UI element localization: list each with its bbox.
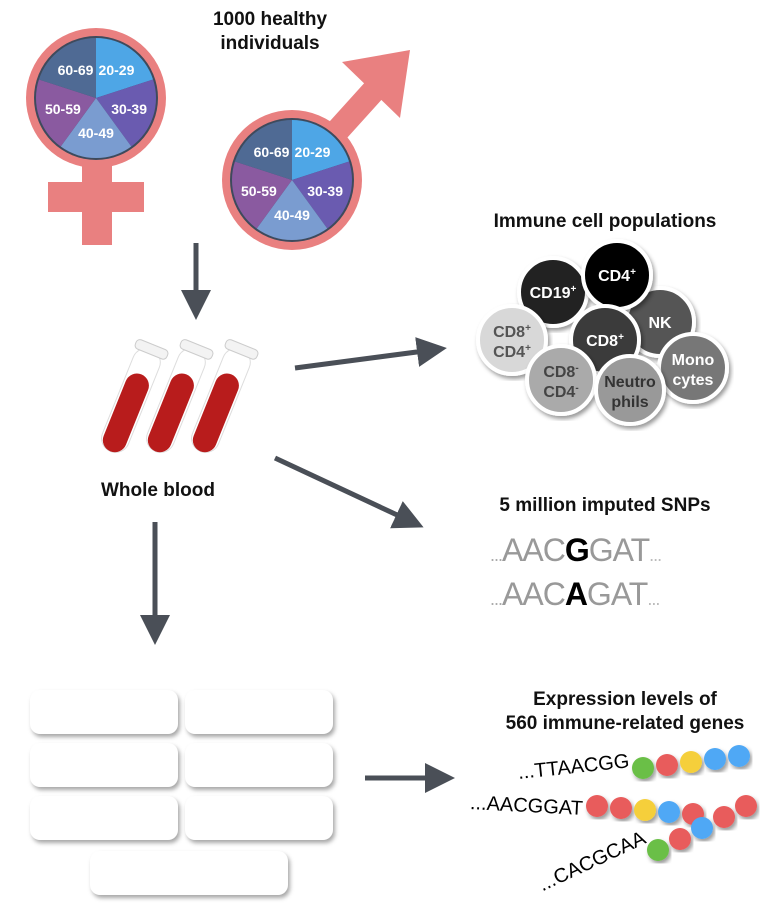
- age-label: 50-59: [45, 101, 81, 117]
- expression-bead: [658, 801, 680, 823]
- age-slice: [60, 98, 132, 159]
- ellipsis: ...: [490, 589, 503, 609]
- age-slice: [256, 180, 328, 241]
- age-slice: [96, 79, 156, 147]
- expression-bead: [610, 797, 632, 819]
- snp-seq-2: ...AACAGAT...: [490, 576, 660, 613]
- age-slice: [38, 38, 96, 98]
- expression-bead: [632, 757, 654, 779]
- snp-seq-1: ...AACGGAT...: [490, 532, 662, 569]
- expression-bead: [634, 799, 656, 821]
- snp-allele: A: [564, 576, 588, 612]
- whole-blood-label: Whole blood: [101, 480, 215, 501]
- cell-label: CD4+: [493, 343, 531, 361]
- cell-label: CD8+: [493, 323, 531, 341]
- stimulus-e-coli: E. coli: [30, 690, 178, 734]
- male-symbol-icon: 20-29 30-39 40-49 50-59 60-69: [222, 50, 410, 250]
- expression-title-line2: 560 immune-related genes: [505, 713, 745, 734]
- age-label: 20-29: [99, 62, 135, 78]
- seq-post: GAT: [586, 576, 648, 612]
- ellipsis: ...: [490, 545, 503, 565]
- age-label: 40-49: [274, 207, 310, 223]
- cell-label: cytes: [673, 372, 714, 389]
- stimulus-bcg: BCG: [30, 796, 178, 840]
- cell-label: CD8+: [586, 332, 624, 350]
- stimulus-s-aureus: S. aureus: [30, 743, 178, 787]
- stimulus-seb: SEB: [185, 796, 333, 840]
- cell-label: CD8-: [543, 363, 578, 381]
- age-label: 40-49: [78, 125, 114, 141]
- expression-bead: [586, 795, 608, 817]
- immune-cell: CD19+: [517, 256, 589, 328]
- expression-bead: [647, 839, 669, 861]
- arrow-to-cells: [294, 337, 447, 371]
- expression-title: Expression levels of 560 immune-related …: [470, 688, 771, 736]
- age-label: 20-29: [295, 144, 331, 160]
- seq-post: GAT: [588, 532, 650, 568]
- stimulus-non-stimulated: Non stimulated: [90, 851, 288, 895]
- blood-tubes-icon: [101, 339, 259, 453]
- expression-bead: [735, 795, 757, 817]
- ellipsis: ...: [649, 545, 662, 565]
- seq-pre: AAC: [502, 532, 566, 568]
- expression-bead: [691, 817, 713, 839]
- immune-cell: CD8- CD4-: [525, 344, 597, 416]
- immune-title: Immune cell populations: [493, 211, 717, 232]
- snp-allele: G: [564, 532, 590, 568]
- population-title-line1: 1000 healthy: [212, 9, 328, 30]
- age-label: 60-69: [254, 144, 290, 160]
- seq-pre: AAC: [502, 576, 566, 612]
- immune-cell: Mono cytes: [657, 332, 729, 404]
- snps-title: 5 million imputed SNPs: [499, 495, 711, 516]
- expression-bead: [728, 745, 750, 767]
- arrow-to-snps: [273, 455, 424, 529]
- stimulus-c-albicans: C. albicans: [185, 690, 333, 734]
- expression-bead: [669, 828, 691, 850]
- immune-cells: CD19+ NK CD4+ CD8+ CD4+ CD8+ CD8- CD4- Mono cytes…: [476, 239, 729, 426]
- age-label: 60-69: [58, 62, 94, 78]
- expression-bead: [656, 754, 678, 776]
- immune-cell: CD4+: [581, 239, 653, 311]
- expression-bead: [704, 748, 726, 770]
- age-slice: [234, 120, 292, 180]
- age-label: 30-39: [307, 183, 343, 199]
- immune-cell: Neutro phils: [594, 354, 666, 426]
- immune-cell: CD8+ CD4+: [476, 304, 548, 376]
- cell-label: CD4-: [543, 383, 578, 401]
- population-title: 1000 healthy individuals: [190, 8, 350, 56]
- stimulus-influenza: Influenza: [185, 743, 333, 787]
- age-slice: [232, 161, 292, 229]
- cell-label: CD19+: [530, 284, 577, 302]
- cell-label: CD4+: [598, 267, 636, 285]
- age-slice: [96, 38, 154, 98]
- age-slice: [36, 79, 96, 147]
- cell-label: Mono: [672, 352, 715, 369]
- cell-label: Neutro: [604, 374, 656, 391]
- age-slice: [292, 120, 350, 180]
- age-label: 50-59: [241, 183, 277, 199]
- ellipsis: ...: [647, 589, 660, 609]
- age-label: 30-39: [111, 101, 147, 117]
- population-title-line2: individuals: [220, 33, 320, 54]
- expression-title-line1: Expression levels of: [533, 689, 717, 710]
- cell-label: phils: [611, 394, 648, 411]
- age-slice: [292, 161, 352, 229]
- female-symbol-icon: 20-29 30-39 40-49 50-59 60-69: [26, 28, 166, 245]
- expression-bead: [713, 806, 735, 828]
- expression-beads: [586, 745, 757, 861]
- expression-bead: [680, 751, 702, 773]
- cell-label: NK: [648, 315, 672, 332]
